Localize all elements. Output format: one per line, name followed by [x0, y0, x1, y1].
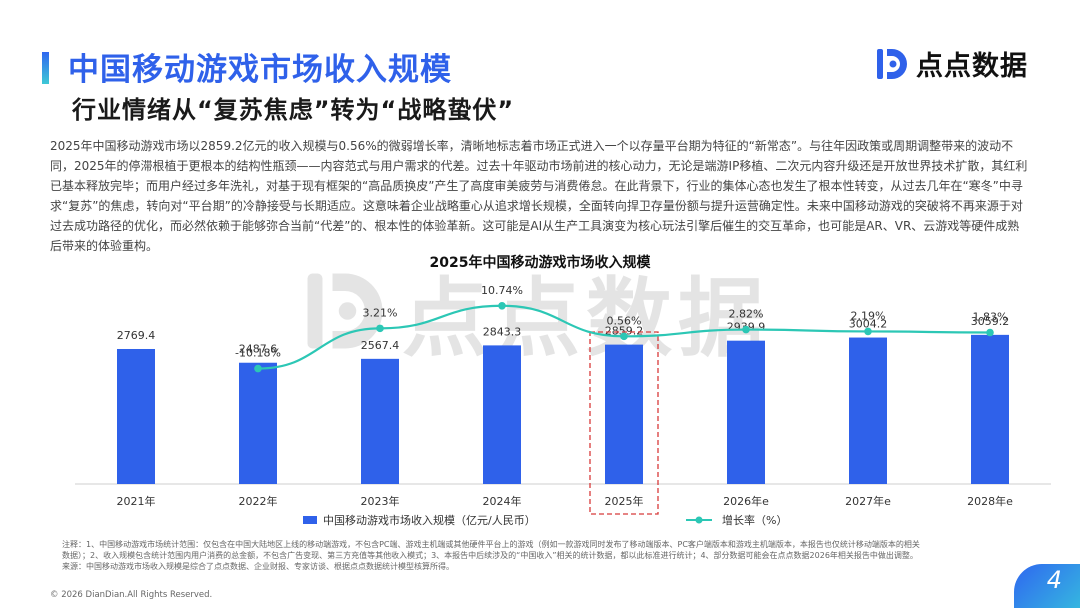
legend-line-marker — [695, 516, 703, 524]
diandian-logo-icon — [877, 48, 907, 79]
brand-logo: 点点数据 — [874, 44, 1028, 83]
bar-label-2023年: 2567.4 — [361, 339, 400, 352]
revenue-chart: 2025年中国移动游戏市场收入规模 2769.4 2021年 2487.6 2022年 2… — [75, 254, 1051, 527]
bar-2024年 — [483, 345, 521, 484]
growth-point-2027年e — [864, 327, 872, 336]
bar-2023年 — [361, 358, 399, 484]
growth-label-2023年: 3.21% — [363, 306, 398, 319]
page-number: 4 — [1046, 566, 1062, 594]
x-tick-2025年: 2025年 — [605, 494, 644, 508]
bar-label-2025年: 2859.2 — [605, 325, 644, 338]
bar-label-2027年e: 3004.2 — [849, 318, 888, 331]
growth-label-2028年e: 1.83% — [973, 311, 1008, 324]
growth-label-2022年: -10.18% — [235, 347, 281, 360]
x-tick-2027年e: 2027年e — [845, 494, 891, 508]
chart-title: 2025年中国移动游戏市场收入规模 — [430, 254, 652, 271]
legend-line-label: 增长率（%） — [722, 513, 787, 527]
copyright: © 2026 DianDian.All Rights Reserved. — [50, 590, 213, 600]
growth-point-2022年 — [254, 364, 262, 373]
title-accent-bar — [42, 52, 49, 84]
x-tick-2023年: 2023年 — [361, 494, 400, 508]
footnote-source: 来源：中国移动游戏市场收入规模是综合了点点数据、企业财报、专家访谈、根据点点数据… — [62, 562, 454, 571]
bar-2027年e — [849, 337, 887, 484]
x-tick-2021年: 2021年 — [117, 494, 156, 508]
x-tick-2026年e: 2026年e — [723, 494, 769, 508]
legend-bar-swatch — [303, 516, 317, 524]
bar-label-2024年: 2843.3 — [483, 325, 522, 338]
bar-label-2022年: 2487.6 — [239, 343, 278, 356]
bar-2021年 — [117, 348, 155, 484]
growth-point-2023年 — [376, 324, 384, 333]
growth-point-2025年 — [620, 332, 628, 341]
bar-2022年 — [239, 362, 277, 484]
page-title: 中国移动游戏市场收入规模 — [68, 52, 452, 88]
footnote-line-1: 注释：1、中国移动游戏市场统计范围：仅包含在中国大陆地区上线的移动端游戏，不包含… — [62, 540, 920, 549]
bar-2025年 — [605, 344, 643, 484]
highlight-box-2025 — [589, 331, 659, 515]
bar-label-2021年: 2769.4 — [117, 329, 156, 342]
page-number-badge — [1014, 564, 1080, 608]
legend-bar-label: 中国移动游戏市场收入规模（亿元/人民币） — [323, 513, 536, 527]
page-subtitle: 行业情绪从“复苏焦虑”转为“战略蛰伏” — [72, 96, 515, 124]
growth-point-2028年e — [986, 328, 994, 337]
growth-point-2024年 — [498, 301, 506, 310]
growth-label-2026年e: 2.82% — [729, 308, 764, 321]
bar-label-2028年e: 3059.2 — [971, 315, 1010, 328]
bar-2028年e — [971, 334, 1009, 484]
logo-text: 点点数据 — [916, 51, 1028, 82]
bar-2026年e — [727, 340, 765, 484]
x-tick-2028年e: 2028年e — [967, 494, 1013, 508]
growth-label-2025年: 0.56% — [607, 314, 642, 327]
footnotes: 注释：1、中国移动游戏市场统计范围：仅包含在中国大陆地区上线的移动端游戏，不包含… — [62, 539, 1022, 572]
summary-paragraph: 2025年中国移动游戏市场以2859.2亿元的收入规模与0.56%的微弱增长率，… — [50, 139, 1028, 253]
x-tick-2024年: 2024年 — [483, 494, 522, 508]
growth-point-2026年e — [742, 325, 750, 334]
footnote-line-2: 数据）；2、收入规模包含统计范围内用户消费的总金额，不包含广告变现、第三方充值等… — [62, 551, 918, 560]
growth-label-2024年: 10.74% — [481, 284, 523, 297]
x-tick-2022年: 2022年 — [239, 494, 278, 508]
growth-label-2027年e: 2.19% — [851, 309, 886, 322]
